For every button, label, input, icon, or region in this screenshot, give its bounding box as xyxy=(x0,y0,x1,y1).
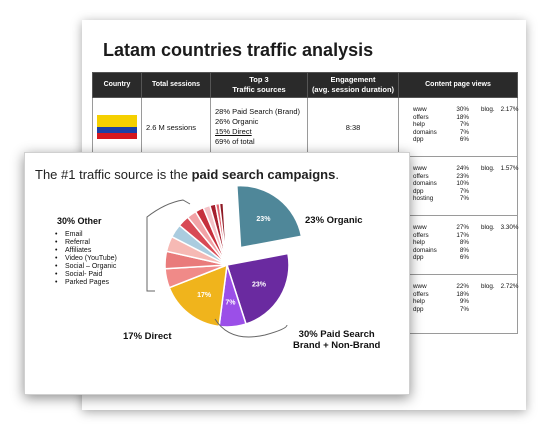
header-total-sessions: Total sessions xyxy=(141,72,211,98)
list-item: help 8% xyxy=(413,239,469,247)
list-item: www 22% xyxy=(413,283,469,290)
list-item: Parked Pages xyxy=(55,279,117,287)
pie-slice xyxy=(236,184,303,249)
list-item: help 9% xyxy=(413,298,469,306)
sessions-cell: 2.6 M sessions xyxy=(141,97,211,157)
list-item: dpp 7% xyxy=(413,305,469,313)
page-views-cell: www 24% offers 23% domains 10% dpp 7% hostin… xyxy=(398,156,519,216)
slice-label: 7% xyxy=(225,300,236,307)
source-total: 69% of total xyxy=(215,137,255,146)
list-item: www 27% xyxy=(413,224,469,231)
header-engagement: Engagement (avg. session duration) xyxy=(307,72,399,98)
list-item: dpp 7% xyxy=(413,187,469,195)
pie-slice xyxy=(218,202,228,266)
list-item: dpp 6% xyxy=(413,136,469,144)
header-content-views: Content page views xyxy=(398,72,518,98)
header-engagement-line1: Engagement xyxy=(330,75,376,84)
list-item: Social – Organic xyxy=(55,263,117,271)
list-item: www 24% xyxy=(413,165,469,172)
header-country: Country xyxy=(92,72,142,98)
list-item: Video (YouTube) xyxy=(55,255,117,263)
traffic-pie-chart: 23% 23% 7% 17% xyxy=(146,184,303,338)
source-2: 26% Organic xyxy=(215,117,259,126)
pie-slice xyxy=(168,263,228,328)
callout-paid-line1: 30% Paid Search xyxy=(298,329,375,340)
other-sources-list: Email Referral Affiliates Video (YouTube… xyxy=(55,231,117,287)
page-views-list: www 27% offers 17% help 8% domains 8% dpp 6% xyxy=(413,224,469,262)
list-item: Social- Paid xyxy=(55,271,117,279)
page-views-list: www 30% offers 18% help 7% domains 7% dpp 6% xyxy=(413,106,469,144)
pie-slice xyxy=(226,252,290,325)
page-views-list: www 24% offers 23% domains 10% dpp 7% hostin… xyxy=(413,165,469,203)
blog-value: blog. 2.72% xyxy=(481,283,519,290)
blog-value: blog. 3.30% xyxy=(481,224,519,231)
slice-label: 23% xyxy=(252,282,267,289)
list-item: offers 23% xyxy=(413,172,469,180)
slice-label: 23% xyxy=(256,216,271,223)
source-3: 15% Direct xyxy=(215,127,252,136)
table-header-row: Country Total sessions Top 3 Traffic sou… xyxy=(92,72,518,98)
callout-direct: 17% Direct xyxy=(123,331,172,342)
list-item: offers 18% xyxy=(413,290,469,298)
page-views-cell: www 30% offers 18% help 7% domains 7% dpp 6% … xyxy=(398,97,519,157)
header-engagement-line2: (avg. session duration) xyxy=(311,85,395,94)
callout-paid: 30% Paid Search Brand + Non-Brand xyxy=(293,329,380,351)
list-item: Referral xyxy=(55,239,117,247)
header-top3-line1: Top 3 xyxy=(249,75,269,84)
document-title: Latam countries traffic analysis xyxy=(103,40,374,60)
slice-label: 17% xyxy=(197,292,212,299)
page-views-cell: www 27% offers 17% help 8% domains 8% dpp 6% … xyxy=(398,215,519,275)
list-item: domains 8% xyxy=(413,246,469,254)
list-item: offers 17% xyxy=(413,231,469,239)
header-top3: Top 3 Traffic sources xyxy=(210,72,308,98)
header-top3-line2: Traffic sources xyxy=(232,85,286,94)
sources-cell: 28% Paid Search (Brand) 26% Organic 15% … xyxy=(210,97,308,157)
page-views-list: www 22% offers 18% help 9% dpp 7% xyxy=(413,283,469,313)
list-item: domains 7% xyxy=(413,128,469,136)
engagement-cell: 8:38 xyxy=(307,97,399,157)
list-item: domains 10% xyxy=(413,180,469,188)
table-row: 2.6 M sessions 28% Paid Search (Brand) 2… xyxy=(92,97,519,157)
list-item: Email xyxy=(55,231,117,239)
list-item: offers 18% xyxy=(413,113,469,121)
front-slide: The #1 traffic source is the paid search… xyxy=(24,152,410,395)
list-item: dpp 6% xyxy=(413,254,469,262)
blog-value: blog. 2.17% xyxy=(481,106,519,113)
country-cell xyxy=(92,97,142,157)
paid-bracket xyxy=(214,318,288,338)
colombia-flag-icon xyxy=(97,115,137,139)
list-item: hosting 7% xyxy=(413,195,469,203)
source-1: 28% Paid Search (Brand) xyxy=(215,107,301,116)
slide-headline: The #1 traffic source is the paid search… xyxy=(35,167,339,182)
other-title: 30% Other xyxy=(57,216,102,226)
list-item: www 30% xyxy=(413,106,469,113)
list-item: Affiliates xyxy=(55,247,117,255)
callout-organic: 23% Organic xyxy=(305,215,363,226)
blog-value: blog. 1.57% xyxy=(481,165,519,172)
callout-paid-line2: Brand + Non-Brand xyxy=(293,340,381,351)
list-item: help 7% xyxy=(413,121,469,129)
page-views-cell: www 22% offers 18% help 9% dpp 7% blog. 2.72% xyxy=(398,274,519,334)
other-bracket xyxy=(146,199,191,292)
